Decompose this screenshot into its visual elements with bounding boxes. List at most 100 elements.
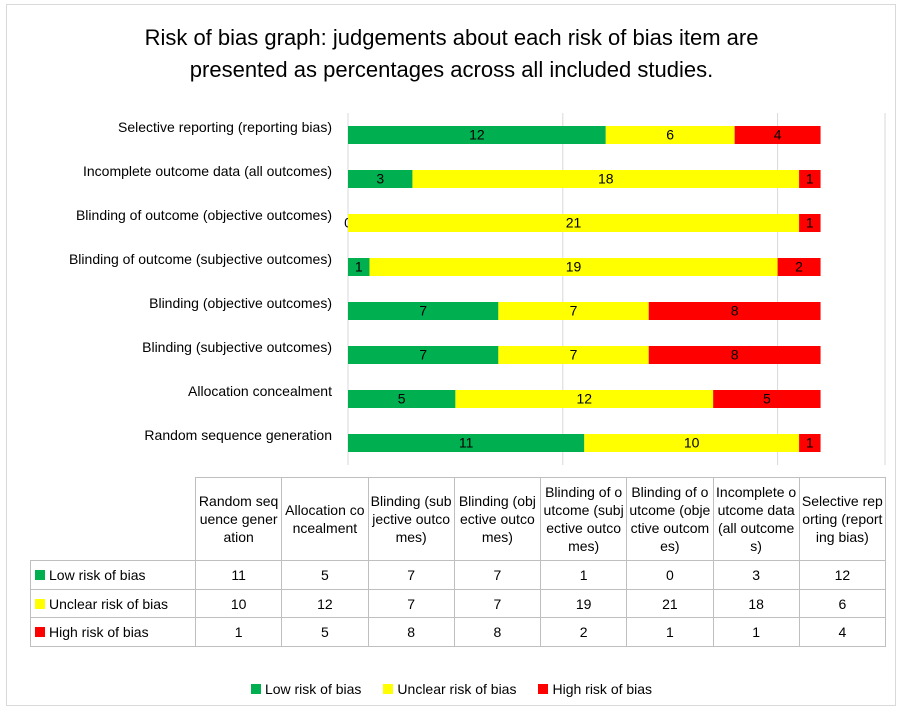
category-label: Blinding of outcome (subjective outcomes… (68, 251, 332, 267)
data-label: 10 (684, 435, 700, 451)
table-cell: 1 (712, 617, 800, 647)
table-cell: 7 (367, 560, 455, 590)
table-cell: 12 (798, 560, 886, 590)
data-label: 3 (376, 171, 384, 187)
legend-item: High risk of bias (538, 680, 652, 698)
data-label: 1 (806, 215, 814, 231)
chart-border (6, 4, 896, 706)
category-label: Blinding (subjective outcomes) (142, 339, 332, 355)
bar-segment (498, 302, 649, 320)
data-label: 8 (731, 347, 739, 363)
legend-key (35, 570, 45, 580)
bar-segment (412, 170, 800, 188)
bar-segment (348, 434, 585, 452)
table-cell: 19 (540, 588, 628, 618)
data-label: 8 (731, 303, 739, 319)
table-cell: 1 (626, 617, 714, 647)
bar-segment (348, 390, 456, 408)
data-label: 11 (459, 435, 474, 451)
bar-segment (348, 126, 606, 144)
table-header: Blinding (objective outcomes) (453, 477, 541, 561)
data-label: 4 (774, 127, 782, 143)
legend-key (250, 684, 261, 694)
category-label: Incomplete outcome data (all outcomes) (82, 163, 332, 179)
bar-segment (348, 214, 800, 232)
data-label: 1 (806, 435, 814, 451)
table-row-header: High risk of bias (30, 617, 196, 647)
bar-segment (348, 170, 413, 188)
table-header: Blinding of outcome (subjective outcomes… (540, 477, 628, 561)
table-cell: 5 (281, 560, 369, 590)
table-cell: 1 (195, 617, 283, 647)
table-cell: 8 (453, 617, 541, 647)
data-label: 18 (598, 171, 614, 187)
data-label: 1 (355, 259, 363, 275)
table-cell: 1 (540, 560, 628, 590)
data-label: 6 (666, 127, 674, 143)
table-cell: 7 (367, 588, 455, 618)
table-cell: 5 (281, 617, 369, 647)
bar-segment (348, 302, 499, 320)
legend-item: Unclear risk of bias (383, 680, 516, 698)
legend-label: Unclear risk of bias (397, 681, 517, 697)
table-header: Allocation concealment (281, 477, 369, 561)
table-cell: 3 (712, 560, 800, 590)
chart-title: Risk of bias graph: judgements about eac… (144, 25, 759, 82)
table-cell: 0 (626, 560, 714, 590)
bar-segment (369, 258, 778, 276)
table-header: Random sequence generation (195, 477, 283, 561)
data-label: 2 (795, 259, 803, 275)
table-header: Blinding of outcome (objective outcomes) (626, 477, 714, 561)
table-cell: 10 (195, 588, 283, 618)
bar-segment (713, 390, 821, 408)
data-label: 7 (570, 347, 578, 363)
table-header: Selective reporting (reporting bias) (798, 477, 886, 561)
table-cell: 8 (367, 617, 455, 647)
data-label: 7 (570, 303, 578, 319)
legend-label: High risk of bias (552, 681, 653, 697)
data-label: 7 (419, 303, 427, 319)
table-row-header: Low risk of bias (30, 560, 196, 590)
table-cell: 7 (453, 560, 541, 590)
bar-segment (799, 434, 821, 452)
bar-segment (348, 258, 370, 276)
data-label: 12 (576, 391, 592, 407)
table-cell: 11 (195, 560, 283, 590)
bar-segment (455, 390, 714, 408)
category-label: Blinding of outcome (objective outcomes) (75, 207, 332, 223)
bar-segment (584, 434, 800, 452)
bar-segment (777, 258, 821, 276)
data-label: 21 (566, 215, 582, 231)
table-row-header: Unclear risk of bias (30, 588, 196, 618)
legend-key (538, 684, 549, 694)
category-label: Random sequence generation (144, 427, 332, 443)
table-header: Incomplete outcome data (all outcomes) (712, 477, 800, 561)
table-header: Blinding (subjective outcomes) (367, 477, 455, 561)
table-cell: 6 (798, 588, 886, 618)
legend: Low risk of bias Unclear risk of bias High… (0, 680, 903, 698)
data-label: 1 (806, 171, 814, 187)
table-cell: 18 (712, 588, 800, 618)
series-name: Unclear risk of bias (49, 595, 169, 612)
legend-label: Low risk of bias (264, 681, 362, 697)
legend-key (383, 684, 394, 694)
legend-key (35, 627, 45, 637)
table-cell: 4 (798, 617, 886, 647)
table-cell: 12 (281, 588, 369, 618)
legend-item: Low risk of bias (250, 680, 362, 698)
bar-segment (498, 346, 649, 364)
bar-segment (605, 126, 735, 144)
category-label: Allocation concealment (188, 383, 332, 399)
legend-key (35, 598, 45, 609)
category-label: Blinding (objective outcomes) (149, 295, 332, 311)
series-name: Low risk of bias (49, 567, 146, 583)
bar-segment (648, 302, 821, 320)
data-label: 19 (566, 259, 582, 275)
table-cell: 2 (540, 617, 628, 647)
bar-segment (799, 214, 821, 232)
category-label: Selective reporting (reporting bias) (118, 119, 332, 135)
data-label: 5 (398, 391, 406, 407)
table-cell: 7 (453, 588, 541, 618)
